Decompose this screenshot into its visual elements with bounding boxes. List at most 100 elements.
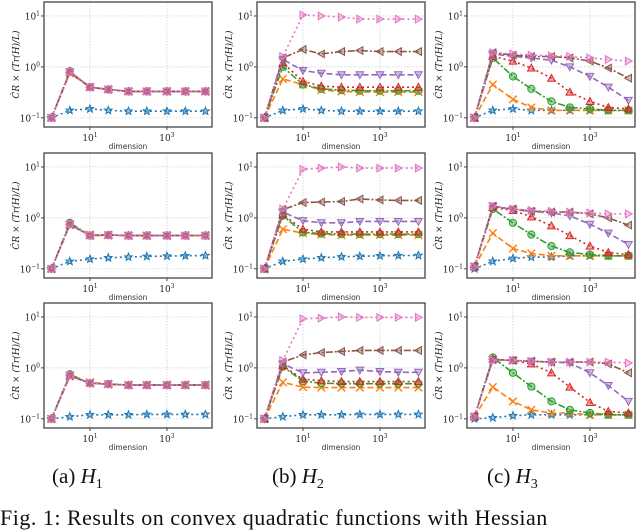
- data-point-triangle-down: [585, 369, 595, 378]
- y-tick-label: 101: [448, 311, 463, 323]
- series-line-triangle-right: [473, 51, 629, 119]
- data-point-star: [507, 410, 519, 421]
- data-point-square: [66, 220, 74, 228]
- y-tick-exponent: 1: [459, 10, 463, 17]
- data-point-triangle-right: [604, 357, 614, 367]
- data-point-triangle-right: [470, 412, 480, 422]
- data-point-triangle-up: [316, 81, 326, 90]
- x-tick-exponent: 3: [594, 433, 598, 440]
- y-tick-label: 10−1: [233, 413, 253, 425]
- data-point-triangle-down: [316, 219, 326, 228]
- data-point-triangle-right: [566, 207, 575, 217]
- data-point-triangle-down: [623, 397, 634, 407]
- data-point-triangle-down: [393, 71, 403, 80]
- data-point-triangle-down: [623, 96, 634, 106]
- x-tick-exponent: 1: [517, 132, 521, 139]
- data-point-square: [86, 83, 94, 91]
- y-tick-exponent: 1: [249, 161, 253, 168]
- y-tick-label: 100: [25, 61, 40, 73]
- data-point-square: [104, 85, 113, 94]
- data-point-triangle-up: [603, 247, 613, 256]
- y-tick-exponent: 1: [36, 161, 40, 168]
- data-point-square: [143, 87, 151, 96]
- data-point-triangle-left: [354, 345, 364, 356]
- data-point-triangle-right: [527, 50, 537, 60]
- data-point-square: [163, 381, 171, 389]
- data-point-triangle-right: [260, 113, 270, 123]
- data-point-triangle-right: [279, 204, 288, 214]
- axes-frame: [466, 152, 636, 279]
- series-line-triangle-down: [473, 53, 629, 119]
- data-point-triangle-left: [508, 50, 517, 60]
- x-tick-exponent: 1: [94, 283, 98, 290]
- data-point-star: [277, 411, 288, 422]
- x-axis-label: dimension: [532, 293, 571, 302]
- data-point-triangle-up: [603, 102, 613, 111]
- y-tick-label: 10−1: [443, 263, 463, 275]
- y-tick-exponent: −1: [31, 263, 40, 270]
- data-point-triangle-up: [316, 375, 326, 385]
- series-line-triangle-left: [263, 48, 419, 119]
- subcaption-c: (c) H3: [487, 464, 538, 493]
- x-tick-label: 103: [159, 132, 174, 144]
- data-point-star: [123, 409, 134, 420]
- data-point-triangle-right: [509, 204, 518, 214]
- series-line-triangle-up: [473, 206, 629, 267]
- x-tick-exponent: 3: [384, 433, 388, 440]
- x-tick-exponent: 3: [171, 433, 175, 440]
- x-tick-exponent: 3: [594, 132, 598, 139]
- data-point-triangle-down: [336, 219, 347, 228]
- x-tick-exponent: 3: [171, 283, 175, 290]
- data-point-x: [488, 80, 498, 89]
- data-point-circle: [375, 86, 385, 95]
- data-point-star: [487, 105, 498, 115]
- data-point-star: [297, 409, 309, 420]
- y-tick-exponent: 0: [36, 362, 40, 369]
- data-point-triangle-right: [356, 163, 365, 173]
- data-point-triangle-left: [413, 195, 422, 206]
- y-tick-label: 101: [25, 311, 40, 323]
- data-point-triangle-down: [355, 71, 365, 80]
- data-point-x: [508, 95, 518, 104]
- data-point-star: [393, 250, 404, 260]
- data-point-star: [413, 250, 424, 260]
- data-point-triangle-up: [546, 220, 557, 230]
- data-point-star: [354, 250, 365, 261]
- data-point-triangle-down: [603, 382, 613, 391]
- data-point-x: [508, 397, 518, 406]
- data-point-triangle-up: [565, 87, 575, 96]
- y-axis-label: ĈR × (Tr(H)/L): [223, 181, 235, 250]
- data-point-triangle-right: [470, 262, 480, 272]
- data-point-square: [86, 231, 94, 240]
- data-point-triangle-up: [355, 82, 365, 91]
- y-tick-label: 10−1: [233, 263, 253, 275]
- data-point-circle: [508, 218, 518, 227]
- y-axis-label: ĈR × (Tr(H)/L): [223, 331, 235, 400]
- data-point-star: [507, 253, 519, 263]
- data-point-square: [47, 114, 56, 122]
- data-point-circle: [547, 97, 556, 106]
- data-point-triangle-left: [298, 197, 307, 208]
- data-point-triangle-left: [603, 63, 612, 73]
- y-tick-label: 101: [448, 10, 463, 22]
- data-point-triangle-left: [316, 347, 325, 358]
- data-point-star: [297, 253, 309, 264]
- y-tick-exponent: 0: [36, 212, 40, 219]
- data-point-triangle-left: [393, 195, 402, 206]
- data-point-triangle-down: [413, 71, 424, 80]
- y-tick-label: 101: [25, 161, 40, 173]
- y-tick-exponent: −1: [31, 112, 40, 119]
- y-axis-label: ĈR × (Tr(H)/L): [10, 331, 22, 400]
- data-point-x: [317, 383, 326, 392]
- data-point-triangle-up: [526, 211, 536, 221]
- data-point-triangle-down: [565, 63, 575, 72]
- data-point-x: [547, 408, 556, 418]
- series-line-triangle-right: [473, 359, 629, 417]
- data-point-triangle-down: [298, 217, 308, 226]
- series-line-star: [474, 413, 629, 420]
- series-line-star: [51, 413, 206, 420]
- data-point-triangle-up: [355, 376, 365, 386]
- y-tick-exponent: 1: [36, 10, 40, 17]
